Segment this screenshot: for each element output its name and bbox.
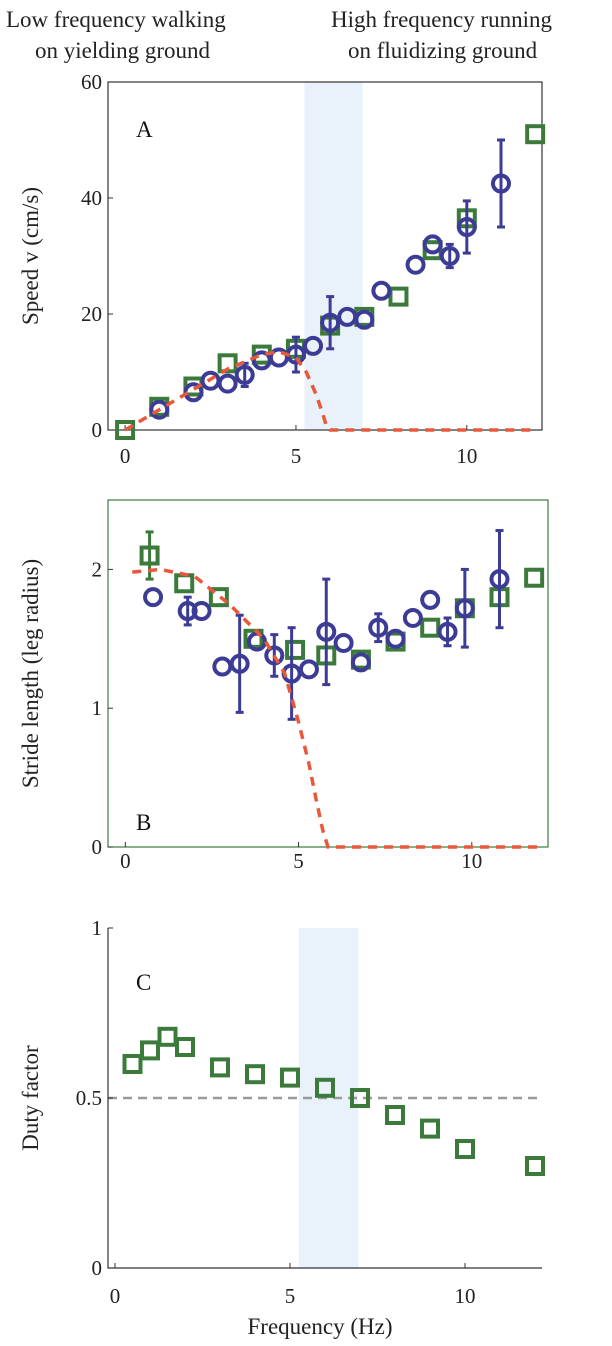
circle-point (405, 254, 426, 275)
circle-point (320, 312, 341, 333)
square-point (122, 1054, 143, 1074)
circle-point (354, 309, 375, 330)
circle-point (229, 653, 250, 674)
circle-point (264, 645, 285, 666)
y-tick-label: 1 (92, 696, 103, 720)
circle-point (234, 364, 255, 385)
circle-point (143, 587, 164, 608)
square-point (524, 567, 545, 588)
panel-c: 0 5 10 0 0.5 1 Duty factor C (18, 916, 545, 1308)
square-point (525, 124, 546, 145)
circle-point (454, 598, 475, 619)
square-point (280, 1067, 300, 1088)
square-point (285, 639, 306, 660)
x-tick-label: 5 (291, 444, 302, 468)
square-point (139, 545, 160, 566)
header-right-line2: on fluidizing ground (348, 38, 538, 63)
square-point (420, 1118, 440, 1139)
y-axis-label: Speed v (cm/s) (18, 187, 43, 325)
x-tick-label: 10 (455, 1284, 476, 1308)
square-point (388, 286, 409, 307)
circle-point (489, 569, 510, 590)
panel-a: 0 5 10 0 20 40 60 Speed v (cm/s) A (18, 70, 546, 468)
square-point (157, 1026, 178, 1047)
circle-point (402, 607, 423, 628)
x-tick-label: 0 (120, 849, 131, 873)
x-tick-label: 0 (120, 444, 131, 468)
square-point (385, 1105, 405, 1125)
circle-point (217, 373, 238, 394)
square-point (140, 1040, 160, 1061)
y-tick-label: 1 (92, 916, 103, 940)
x-tick-label: 5 (285, 1284, 296, 1308)
circle-point (333, 632, 354, 653)
circle-point (191, 601, 212, 622)
square-point (420, 617, 441, 638)
x-tick-label: 0 (110, 1284, 121, 1308)
y-tick-label: 0.5 (76, 1086, 102, 1110)
circle-point (422, 234, 443, 255)
square-point (315, 1077, 335, 1098)
y-tick-label: 0 (92, 1256, 103, 1280)
y-axis-label: Duty factor (18, 1045, 43, 1151)
circle-point (149, 399, 170, 420)
circle-point (298, 659, 319, 680)
panel-label: B (136, 810, 151, 835)
plot-frame (107, 81, 543, 431)
square-point (210, 1057, 230, 1078)
x-tick-label: 10 (456, 444, 477, 468)
square-point (175, 1037, 195, 1057)
header-left-line2: on yielding ground (35, 38, 211, 63)
plot-frame (107, 499, 549, 848)
panel-b: 0 5 10 0 1 2 Stride length (leg radius) B (18, 499, 549, 873)
y-tick-label: 0 (92, 835, 103, 859)
square-point (245, 1064, 265, 1085)
y-tick-label: 20 (81, 302, 102, 326)
circle-point (212, 656, 233, 677)
square-point (208, 587, 229, 608)
panel-label: C (136, 970, 151, 995)
square-point (174, 573, 195, 594)
square-point (115, 420, 136, 440)
y-axis-label: Stride length (leg radius) (18, 559, 43, 788)
x-tick-label: 10 (461, 849, 482, 873)
panel-label: A (136, 117, 153, 142)
y-tick-label: 0 (92, 418, 103, 442)
circle-point (456, 217, 477, 237)
x-axis-label: Frequency (Hz) (248, 1314, 393, 1339)
circle-point (303, 335, 324, 356)
circle-point (385, 628, 406, 649)
circle-point (177, 601, 198, 622)
shaded-transition-band (304, 82, 363, 430)
square-point (455, 1139, 475, 1159)
circle-point (371, 280, 392, 301)
circle-point (368, 617, 389, 638)
circle-point (437, 621, 458, 642)
y-tick-label: 40 (81, 186, 102, 210)
circle-point (420, 589, 441, 610)
square-point (525, 1156, 545, 1176)
circle-point (316, 621, 337, 642)
circle-point (490, 173, 511, 194)
x-tick-label: 5 (293, 849, 304, 873)
y-tick-label: 60 (81, 70, 102, 94)
square-point (350, 1088, 370, 1108)
header-right-line1: High frequency running (331, 7, 552, 32)
circle-point (350, 652, 371, 673)
square-point (217, 353, 238, 374)
circle-point (439, 246, 460, 266)
y-tick-label: 2 (92, 557, 103, 581)
header-left-line1: Low frequency walking (6, 7, 226, 32)
